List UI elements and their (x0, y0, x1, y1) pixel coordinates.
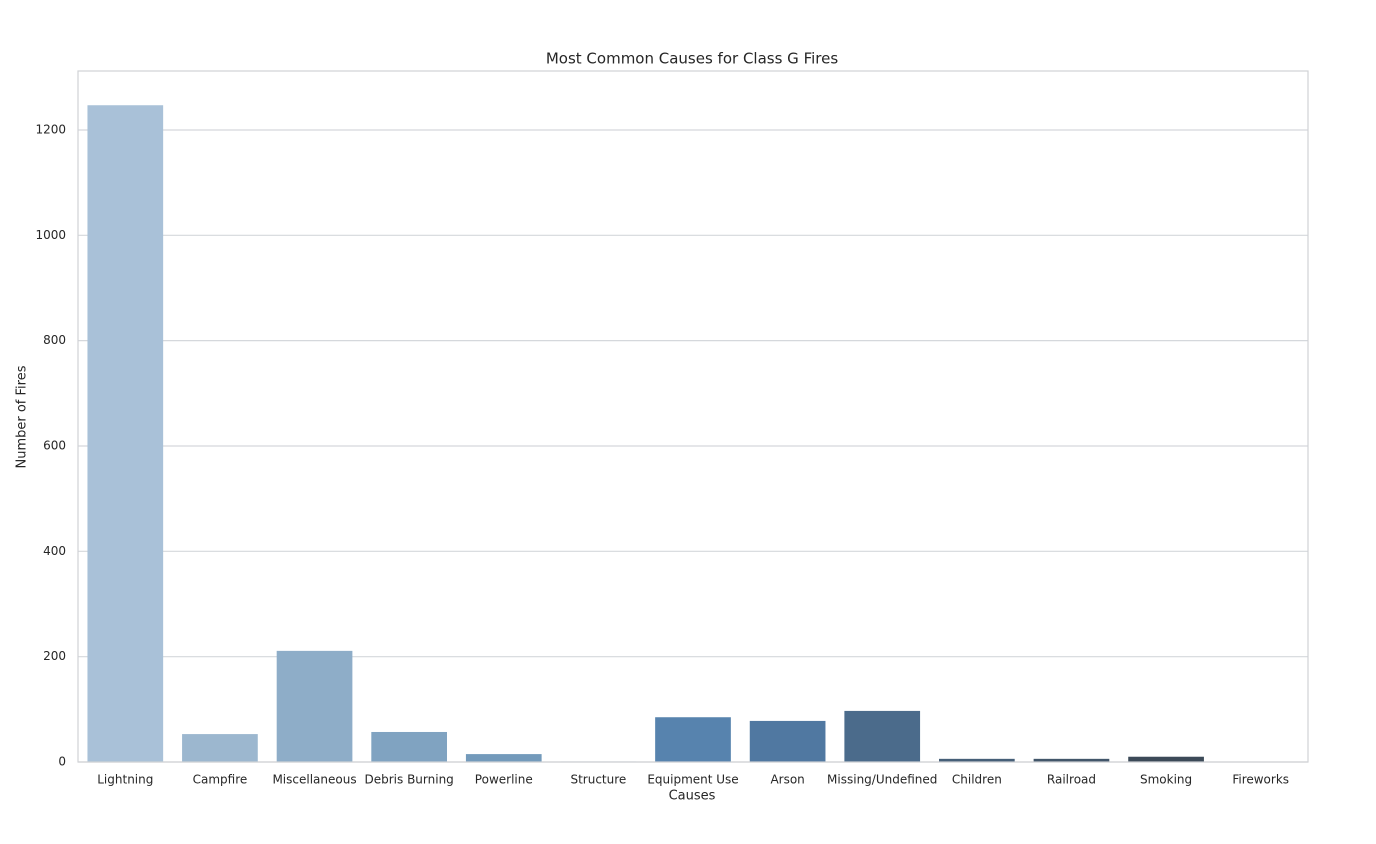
x-tick-label: Miscellaneous (272, 773, 356, 787)
y-tick-label: 0 (58, 755, 66, 769)
y-tick-label: 1200 (35, 122, 66, 136)
bar (182, 734, 258, 762)
bar (844, 710, 921, 762)
bar (655, 717, 731, 762)
bar (939, 758, 1015, 762)
bar (465, 754, 542, 762)
bar (276, 650, 353, 762)
y-tick-label: 1000 (35, 228, 66, 242)
x-tick-label: Fireworks (1232, 773, 1289, 787)
x-tick-label: Debris Burning (365, 773, 454, 787)
plot-frame (77, 70, 1309, 763)
x-tick-label: Smoking (1140, 773, 1192, 787)
y-tick-label: 400 (43, 544, 66, 558)
x-tick-label: Equipment Use (647, 773, 738, 787)
x-tick-label: Railroad (1047, 773, 1096, 787)
bar (1033, 758, 1110, 762)
x-tick-label: Children (952, 773, 1002, 787)
bar (87, 105, 164, 762)
y-axis-label: Number of Fires (15, 365, 30, 468)
y-tick-label: 200 (43, 649, 66, 663)
x-tick-label: Lightning (97, 773, 153, 787)
x-tick-label: Powerline (475, 773, 533, 787)
bar (749, 720, 826, 762)
x-tick-label: Structure (570, 773, 626, 787)
y-tick-label: 600 (43, 438, 66, 452)
bar (1128, 756, 1204, 762)
x-axis-label: Causes (669, 789, 716, 804)
bar (371, 731, 447, 762)
y-tick-label: 800 (43, 333, 66, 347)
x-tick-label: Missing/Undefined (827, 773, 937, 787)
x-tick-label: Arson (770, 773, 804, 787)
x-tick-label: Campfire (193, 773, 248, 787)
chart-title: Most Common Causes for Class G Fires (546, 50, 838, 68)
